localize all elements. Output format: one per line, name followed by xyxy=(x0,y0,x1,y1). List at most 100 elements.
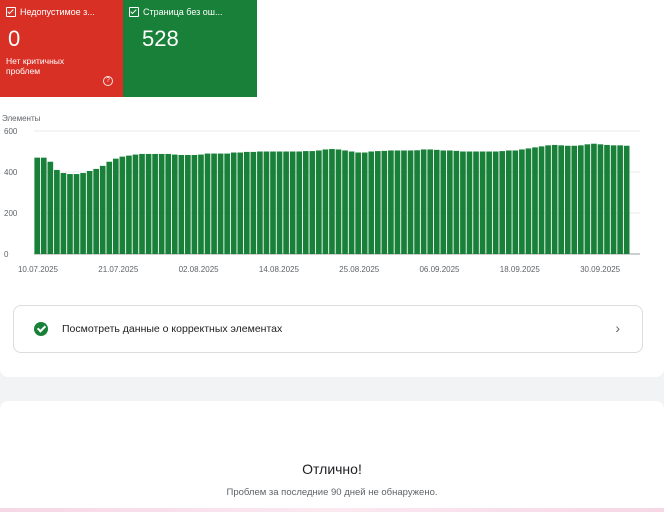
chart-bar[interactable] xyxy=(126,155,132,254)
chart-bar[interactable] xyxy=(132,154,139,254)
chart-bar[interactable] xyxy=(67,174,73,254)
checkbox-checked-icon[interactable] xyxy=(129,7,139,17)
chart-bar[interactable] xyxy=(433,149,440,254)
chart-bar[interactable] xyxy=(257,151,263,255)
chart-bar[interactable] xyxy=(60,173,67,254)
chart-bar[interactable] xyxy=(99,165,106,254)
checkbox-checked-icon[interactable] xyxy=(6,7,16,17)
chart-bar[interactable] xyxy=(263,151,270,255)
chart-bar[interactable] xyxy=(191,154,198,254)
chart-bar[interactable] xyxy=(414,150,420,254)
chart-bar[interactable] xyxy=(329,149,335,254)
chart-bar[interactable] xyxy=(145,153,152,254)
chart-bar[interactable] xyxy=(276,151,283,255)
chart-bar[interactable] xyxy=(558,145,565,254)
chart-bar[interactable] xyxy=(381,150,388,254)
chart-bar[interactable] xyxy=(342,150,348,254)
chart-bar[interactable] xyxy=(270,151,276,255)
chart-bar[interactable] xyxy=(604,144,610,254)
chart-bar[interactable] xyxy=(551,144,558,254)
chart-bar[interactable] xyxy=(578,145,584,254)
chart-bar[interactable] xyxy=(368,151,375,255)
chart-bar[interactable] xyxy=(316,150,322,254)
view-valid-items-button[interactable]: Посмотреть данные о корректных элементах… xyxy=(13,305,643,353)
chart-bar[interactable] xyxy=(564,145,571,254)
chart-bar[interactable] xyxy=(322,149,329,254)
chart-bar[interactable] xyxy=(591,143,597,254)
chart-bar[interactable] xyxy=(250,151,257,254)
chart-bar[interactable] xyxy=(243,151,250,254)
chart-bar[interactable] xyxy=(440,150,447,254)
help-icon[interactable]: ? xyxy=(103,76,113,86)
chart-bar[interactable] xyxy=(34,157,41,254)
chart-bar[interactable] xyxy=(492,151,499,255)
chart-bar[interactable] xyxy=(499,151,506,254)
x-tick-label: 02.08.2025 xyxy=(179,265,220,274)
chart-bar[interactable] xyxy=(388,150,394,254)
chart-bar[interactable] xyxy=(519,149,525,254)
chart-bar[interactable] xyxy=(525,148,532,254)
chart-bar[interactable] xyxy=(617,145,623,254)
chart-bar[interactable] xyxy=(348,151,355,255)
chart-bar[interactable] xyxy=(505,150,512,254)
chart-bar[interactable] xyxy=(283,151,289,255)
chart-bar[interactable] xyxy=(512,150,519,254)
chart-bar[interactable] xyxy=(473,151,479,255)
chart-bar[interactable] xyxy=(538,146,545,255)
chart-bar[interactable] xyxy=(361,152,368,254)
x-tick-label: 21.07.2025 xyxy=(98,265,139,274)
valid-card[interactable]: Страница без ош... 528 ? xyxy=(123,0,369,97)
chart-bar[interactable] xyxy=(178,154,185,254)
chart-bar[interactable] xyxy=(80,173,86,254)
chart-bar[interactable] xyxy=(420,149,427,254)
chart-bar[interactable] xyxy=(47,161,54,254)
chart-bar[interactable] xyxy=(545,145,551,254)
chart-bar[interactable] xyxy=(40,157,47,254)
chart-bar[interactable] xyxy=(355,152,361,254)
chart-bar[interactable] xyxy=(427,149,434,254)
chart-bar[interactable] xyxy=(597,144,604,254)
chart-bar[interactable] xyxy=(198,154,204,254)
chart-bar[interactable] xyxy=(119,156,126,255)
chart-bar[interactable] xyxy=(158,153,165,254)
chart-bar[interactable] xyxy=(486,151,492,255)
chart-bar[interactable] xyxy=(532,147,538,254)
chart-bar[interactable] xyxy=(54,169,60,254)
chart-bar[interactable] xyxy=(185,154,191,254)
chart-bar[interactable] xyxy=(460,151,466,255)
chart-bar[interactable] xyxy=(93,168,99,254)
chart-bar[interactable] xyxy=(73,174,80,254)
chart-bar[interactable] xyxy=(296,151,303,255)
chart-bar[interactable] xyxy=(466,151,473,255)
chart-bar[interactable] xyxy=(479,151,486,255)
help-icon[interactable]: ? xyxy=(359,76,369,86)
chart-bar[interactable] xyxy=(453,150,460,254)
chart-bar[interactable] xyxy=(86,170,93,254)
chart-bar[interactable] xyxy=(374,151,381,254)
chart-bar[interactable] xyxy=(623,145,630,254)
chart-bar[interactable] xyxy=(610,145,617,254)
chart-bar[interactable] xyxy=(401,150,407,254)
chart-bar[interactable] xyxy=(165,153,172,254)
chart-bar[interactable] xyxy=(237,152,244,254)
chart-bar[interactable] xyxy=(112,158,119,254)
invalid-card[interactable]: Недопустимое з... 0 Нет критичных пробле… xyxy=(0,0,123,97)
chart-bar[interactable] xyxy=(106,161,113,254)
chart-bar[interactable] xyxy=(302,151,309,254)
chart-bar[interactable] xyxy=(335,149,342,254)
chart-bar[interactable] xyxy=(394,150,401,254)
chart-bar[interactable] xyxy=(171,154,178,254)
chart-bar[interactable] xyxy=(447,150,453,254)
chart-bar[interactable] xyxy=(571,145,578,254)
chart-bar[interactable] xyxy=(204,153,211,254)
chart-bar[interactable] xyxy=(211,153,217,254)
chart-bar[interactable] xyxy=(407,150,414,254)
chart-bar[interactable] xyxy=(224,153,230,254)
chart-bar[interactable] xyxy=(584,144,591,254)
chart-bar[interactable] xyxy=(289,151,296,255)
chart-bar[interactable] xyxy=(139,153,145,254)
chart-bar[interactable] xyxy=(309,151,316,254)
chart-bar[interactable] xyxy=(152,153,158,254)
chart-bar[interactable] xyxy=(230,152,237,254)
chart-bar[interactable] xyxy=(217,153,224,254)
